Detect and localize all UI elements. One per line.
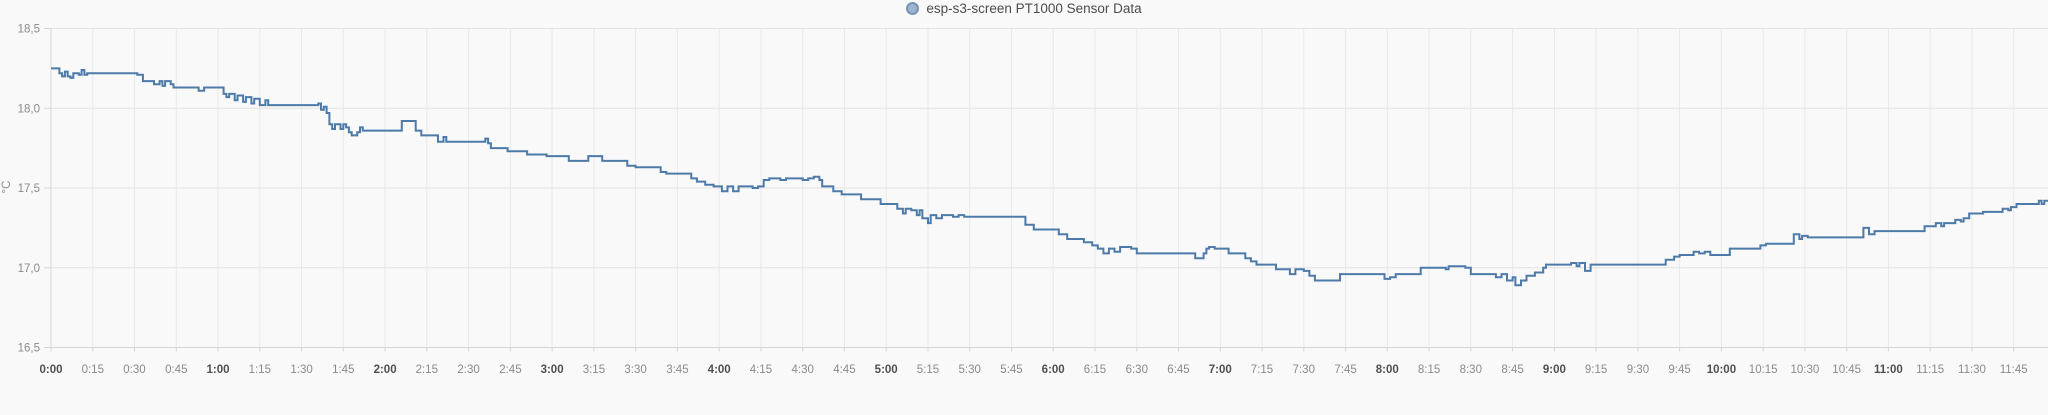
series-label: esp-s3-screen PT1000 Sensor Data <box>926 0 1142 16</box>
x-tick-label: 9:15 <box>1585 364 1607 376</box>
x-tick-label: 4:00 <box>708 364 731 376</box>
x-tick-label: 7:15 <box>1251 364 1273 376</box>
x-tick-label: 3:45 <box>666 364 688 376</box>
x-tick-label: 4:45 <box>833 364 855 376</box>
chart-legend: esp-s3-screen PT1000 Sensor Data <box>0 0 2048 16</box>
x-tick-label: 10:45 <box>1832 364 1861 376</box>
x-tick-label: 6:00 <box>1042 364 1065 376</box>
x-tick-label: 8:00 <box>1376 364 1399 376</box>
x-tick-label: 11:15 <box>1916 364 1944 376</box>
x-tick-label: 5:30 <box>959 364 981 376</box>
x-tick-label: 10:00 <box>1707 364 1736 376</box>
x-tick-label: 9:30 <box>1627 364 1649 376</box>
x-tick-label: 2:00 <box>374 364 397 376</box>
x-tick-label: 2:15 <box>416 364 438 376</box>
x-tick-label: 6:30 <box>1126 364 1148 376</box>
x-tick-label: 1:30 <box>290 364 312 376</box>
x-tick-label: 6:45 <box>1167 364 1189 376</box>
x-tick-label: 8:30 <box>1460 364 1482 376</box>
y-tick-label: 17,5 <box>18 183 40 195</box>
legend-item-pt1000-sensor[interactable]: esp-s3-screen PT1000 Sensor Data <box>906 0 1142 16</box>
series-marker-icon <box>906 1 920 15</box>
x-tick-label: 1:00 <box>206 364 229 376</box>
x-tick-label: 4:30 <box>792 364 814 376</box>
x-tick-label: 3:15 <box>583 364 605 376</box>
x-tick-label: 1:45 <box>332 364 354 376</box>
x-tick-label: 0:15 <box>82 364 104 376</box>
x-tick-label: 7:00 <box>1209 364 1232 376</box>
x-tick-label: 8:15 <box>1418 364 1440 376</box>
y-tick-label: 18,5 <box>18 24 40 36</box>
x-tick-label: 10:30 <box>1791 364 1820 376</box>
x-tick-label: 5:15 <box>917 364 939 376</box>
x-tick-label: 1:15 <box>249 364 271 376</box>
y-tick-label: 16,5 <box>18 343 40 355</box>
x-tick-label: 6:15 <box>1084 364 1106 376</box>
x-tick-label: 2:30 <box>457 364 479 376</box>
x-tick-label: 3:00 <box>541 364 564 376</box>
x-tick-label: 11:45 <box>2000 364 2028 376</box>
x-tick-label: 0:30 <box>123 364 145 376</box>
x-tick-label: 9:45 <box>1668 364 1690 376</box>
y-tick-label: 17,0 <box>18 263 40 275</box>
x-tick-label: 10:15 <box>1749 364 1778 376</box>
x-tick-label: 7:45 <box>1334 364 1356 376</box>
x-tick-label: 5:45 <box>1000 364 1022 376</box>
x-tick-label: 4:15 <box>750 364 772 376</box>
y-tick-label: 18,0 <box>18 103 40 115</box>
x-tick-label: 5:00 <box>875 364 898 376</box>
x-tick-label: 8:45 <box>1501 364 1523 376</box>
x-tick-label: 2:45 <box>499 364 521 376</box>
x-tick-label: 11:00 <box>1874 364 1903 376</box>
x-tick-label: 3:30 <box>624 364 646 376</box>
series-line <box>51 67 2048 287</box>
x-tick-label: 0:45 <box>165 364 187 376</box>
x-tick-label: 0:00 <box>39 364 62 376</box>
x-tick-label: 9:00 <box>1543 364 1566 376</box>
x-tick-label: 7:30 <box>1293 364 1315 376</box>
x-tick-label: 11:30 <box>1958 364 1986 376</box>
y-axis-title: °C <box>1 180 13 194</box>
